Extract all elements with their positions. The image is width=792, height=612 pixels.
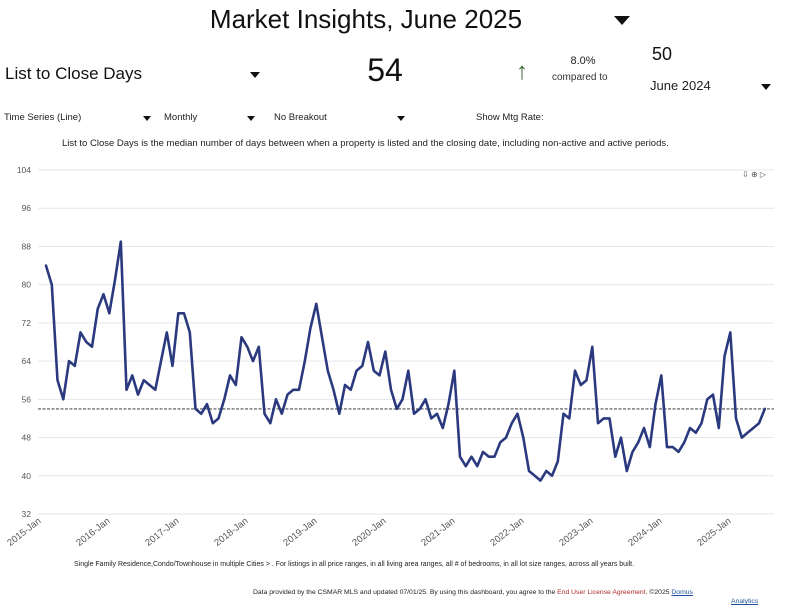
x-tick-label: 2021-Jan (419, 516, 457, 549)
y-tick-label: 64 (22, 356, 32, 366)
gridlines (38, 169, 774, 515)
x-tick-label: 2016-Jan (74, 516, 112, 549)
y-tick-label: 72 (22, 318, 32, 328)
y-tick-label: 32 (22, 509, 32, 519)
series-line (44, 240, 767, 482)
filters-summary: Single Family Residence,Condo/Townhouse … (74, 561, 635, 568)
period-dropdown-icon[interactable] (761, 84, 771, 90)
title-dropdown-icon[interactable] (614, 16, 630, 25)
license-link[interactable]: End User License Agreement (557, 589, 646, 596)
chart-type-selector[interactable]: Time Series (Line) (4, 112, 82, 123)
comparison-period-selector[interactable]: June 2024 (650, 78, 711, 93)
y-tick-label: 40 (22, 471, 32, 481)
brand-link-line2[interactable]: Analytics (731, 598, 759, 605)
prior-value: 50 (652, 44, 673, 64)
y-tick-label: 48 (22, 433, 32, 443)
x-tick-label: 2022-Jan (488, 516, 526, 549)
compared-to-label: compared to (552, 72, 608, 83)
series-group (44, 240, 767, 482)
breakout-selector[interactable]: No Breakout (274, 112, 327, 123)
chart-type-dropdown-icon[interactable] (143, 116, 151, 121)
show-mtg-rate-toggle[interactable]: Show Mtg Rate: (476, 112, 544, 123)
x-tick-label: 2015-Jan (5, 516, 43, 549)
x-tick-label: 2017-Jan (143, 516, 181, 549)
frequency-selector[interactable]: Monthly (164, 112, 198, 123)
x-tick-label: 2025-Jan (695, 516, 733, 549)
source-text: Data provided by the CSMAR MLS and updat… (253, 589, 558, 596)
x-tick-label: 2023-Jan (557, 516, 595, 549)
page-title: Market Insights, June 2025 (209, 4, 523, 34)
copyright-text: . ©2025 (645, 589, 672, 596)
chart-toolbar[interactable]: ⇩ ⊕ ▷ (742, 170, 766, 179)
metric-value: 54 (367, 52, 403, 88)
metric-dropdown-icon[interactable] (250, 72, 260, 78)
y-tick-label: 104 (17, 165, 31, 175)
change-percent: 8.0% (570, 55, 596, 67)
x-tick-label: 2020-Jan (350, 516, 388, 549)
metric-description: List to Close Days is the median number … (62, 138, 669, 149)
y-tick-label: 80 (22, 280, 32, 290)
x-tick-label: 2019-Jan (281, 516, 319, 549)
breakout-dropdown-icon[interactable] (397, 116, 405, 121)
frequency-dropdown-icon[interactable] (247, 116, 255, 121)
y-tick-label: 88 (22, 241, 32, 251)
data-source-note: Data provided by the CSMAR MLS and updat… (253, 589, 693, 596)
y-tick-label: 56 (22, 394, 32, 404)
download-icon[interactable]: ⇩ (742, 170, 749, 179)
expand-icon[interactable]: ▷ (759, 170, 767, 179)
metric-selector[interactable]: List to Close Days (5, 64, 142, 83)
x-axis: 2015-Jan 2016-Jan 2017-Jan 2018-Jan 2019-Jan… (5, 516, 733, 549)
y-tick-label: 96 (22, 203, 32, 213)
brand-link[interactable]: Domus (671, 589, 693, 596)
up-arrow-icon: ↑ (516, 58, 528, 85)
x-tick-label: 2024-Jan (626, 516, 664, 549)
zoom-icon[interactable]: ⊕ (750, 170, 758, 179)
x-tick-label: 2018-Jan (212, 516, 250, 549)
y-axis: 32 40 48 56 64 72 80 88 96 104 (17, 165, 31, 519)
